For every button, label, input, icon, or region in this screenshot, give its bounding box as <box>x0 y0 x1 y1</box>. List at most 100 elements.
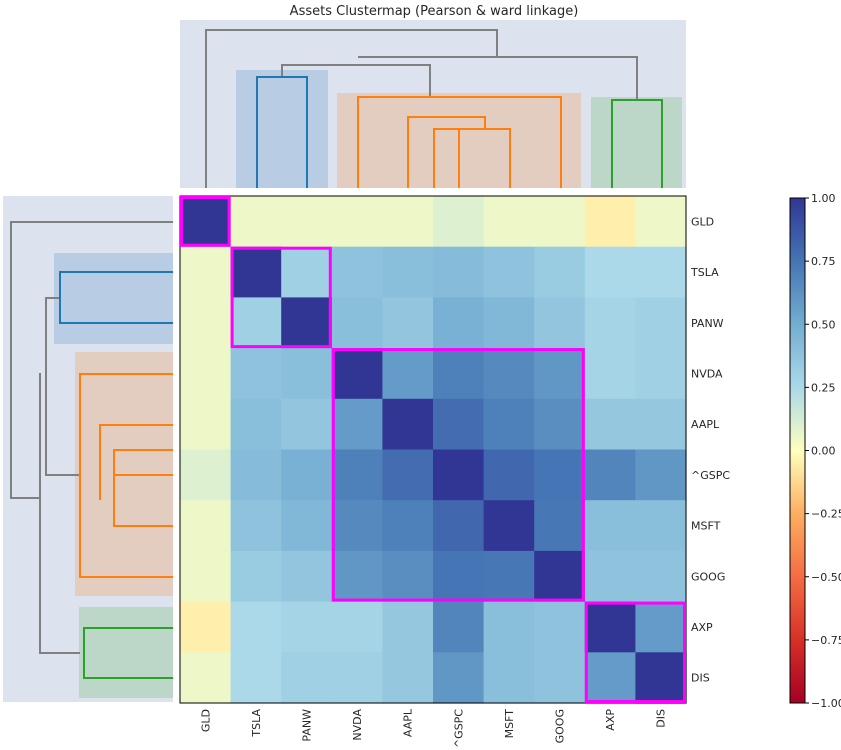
heatmap-cell <box>230 348 282 400</box>
row-cluster-shade-green <box>79 607 173 698</box>
row-link-orange <box>99 424 173 500</box>
heatmap-cell <box>534 550 586 603</box>
heatmap-cell <box>230 601 282 653</box>
column-cluster-shade-blue <box>236 70 328 188</box>
column-label: ^GSPC <box>452 709 465 748</box>
heatmap-cell <box>281 196 333 248</box>
column-label: TSLA <box>250 709 263 738</box>
heatmap-cell <box>483 297 535 349</box>
heatmap-cell <box>534 652 586 704</box>
heatmap-cell <box>433 500 485 552</box>
row-link-gray <box>45 297 80 476</box>
colorbar-tick-label: 1.00 <box>811 192 836 205</box>
column-link-gray <box>281 64 431 97</box>
heatmap-cell <box>230 449 282 501</box>
heatmap-cell <box>382 196 434 248</box>
heatmap-cell <box>483 601 535 653</box>
heatmap-cell <box>180 652 232 704</box>
heatmap-cell <box>180 196 232 248</box>
heatmap-cell <box>433 398 485 451</box>
heatmap-cell <box>534 196 586 248</box>
heatmap-cell <box>635 449 687 501</box>
colorbar-tick-label: −1.00 <box>811 697 841 710</box>
heatmap-cell <box>230 246 282 298</box>
heatmap-cell <box>230 297 282 349</box>
heatmap-cell <box>635 601 687 653</box>
heatmap-cell <box>230 398 282 451</box>
row-dendrogram <box>3 196 173 702</box>
row-label: ^GSPC <box>691 469 730 482</box>
row-cluster-shade-blue <box>54 253 173 344</box>
column-label: PANW <box>301 709 314 742</box>
heatmap-cell <box>382 500 434 552</box>
row-label: AAPL <box>691 418 720 431</box>
row-link-blue <box>59 271 173 324</box>
heatmap-cell <box>331 601 383 653</box>
row-label: MSFT <box>691 520 721 533</box>
heatmap-cell <box>331 297 383 349</box>
heatmap-cell <box>331 500 383 552</box>
heatmap-cell <box>483 500 535 552</box>
row-link-gray <box>10 221 173 499</box>
heatmap-cell <box>331 246 383 298</box>
heatmap-cell <box>483 246 535 298</box>
heatmap-cell <box>584 449 636 501</box>
heatmap-cell <box>331 449 383 501</box>
colorbar-ticks: 1.00 0.75 0.50 0.25 0.00 −0.25 −0.50 −0.75 −1.00 <box>805 192 841 710</box>
heatmap-cell <box>584 246 636 298</box>
heatmap-cell <box>180 246 232 298</box>
colorbar-tick-label: 0.25 <box>811 381 836 394</box>
cluster-box <box>180 196 231 247</box>
heatmap-cell <box>281 550 333 603</box>
heatmap-cell <box>281 348 333 400</box>
heatmap-cell <box>281 449 333 501</box>
heatmap-cell <box>483 398 535 451</box>
row-link-orange <box>79 373 173 578</box>
heatmap-cell <box>230 550 282 603</box>
heatmap-cell <box>331 550 383 603</box>
column-link-orange <box>407 116 486 188</box>
heatmap-cell <box>281 297 333 349</box>
colorbar: 1.00 0.75 0.50 0.25 0.00 −0.25 −0.50 −0.75 −1.00 <box>789 192 841 710</box>
heatmap-cell <box>483 196 535 248</box>
heatmap-cell <box>433 652 485 704</box>
colorbar-tick-label: 0.50 <box>811 318 836 331</box>
row-link-green <box>83 627 173 679</box>
heatmap-cell <box>584 196 636 248</box>
heatmap-cell <box>180 449 232 501</box>
colorbar-tick-label: 0.75 <box>811 255 836 268</box>
column-link-gray <box>205 29 498 188</box>
colorbar-tick-label: −0.25 <box>811 508 841 521</box>
colorbar-gradient <box>789 197 806 704</box>
heatmap-cell <box>281 246 333 298</box>
heatmap-cell <box>180 601 232 653</box>
heatmap-cell <box>483 652 535 704</box>
heatmap-cell <box>180 348 232 400</box>
heatmap-cell <box>433 449 485 501</box>
heatmap-cell <box>433 550 485 603</box>
heatmap-cell <box>230 500 282 552</box>
heatmap-cell <box>180 500 232 552</box>
heatmap-cell <box>433 246 485 298</box>
heatmap-cell <box>331 348 383 400</box>
row-label: DIS <box>691 672 710 685</box>
cluster-box <box>331 348 585 602</box>
heatmap-cell <box>382 652 434 704</box>
row-label: GOOG <box>691 570 725 583</box>
heatmap-cell <box>382 398 434 451</box>
heatmap-cell <box>433 348 485 400</box>
column-label: GLD <box>199 709 212 732</box>
column-label: AAPL <box>402 708 415 737</box>
column-label: MSFT <box>503 709 516 739</box>
heatmap-cell <box>534 297 586 349</box>
heatmap-cell <box>635 348 687 400</box>
heatmap-cell <box>534 449 586 501</box>
column-label: GOOG <box>554 709 567 743</box>
row-link-gray <box>39 373 80 654</box>
heatmap-cell <box>635 550 687 603</box>
column-label: AXP <box>604 709 617 731</box>
column-label: DIS <box>655 709 668 728</box>
heatmap-cell <box>584 601 636 653</box>
heatmap-cell <box>230 652 282 704</box>
